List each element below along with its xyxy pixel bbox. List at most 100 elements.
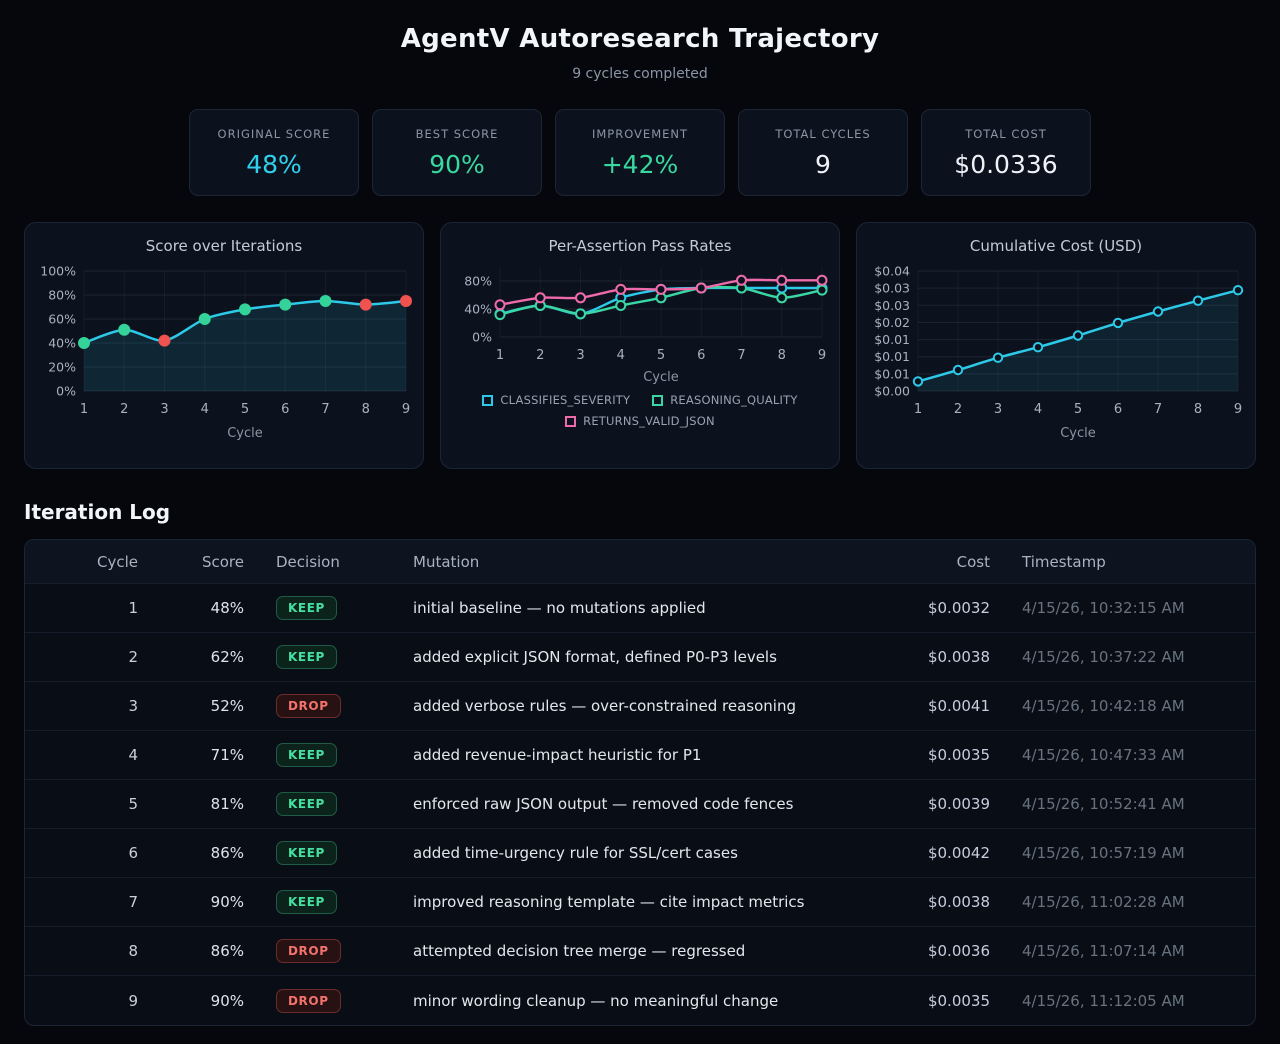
column-header-decision: Decision (276, 552, 340, 571)
page-header: AgentV Autoresearch Trajectory 9 cycles … (24, 24, 1256, 82)
mutation-cell: enforced raw JSON output — removed code … (413, 795, 794, 813)
cycle-cell: 3 (128, 697, 138, 715)
column-header-score: Score (201, 552, 244, 571)
x-tick-label: 7 (737, 348, 745, 363)
legend-item-RETURNS_VALID_JSON: RETURNS_VALID_JSON (565, 414, 715, 428)
page-title: AgentV Autoresearch Trajectory (400, 24, 880, 54)
y-tick-label: 80% (48, 288, 76, 303)
mutation-cell: added revenue-impact heuristic for P1 (413, 746, 702, 764)
y-tick-label: 80% (464, 274, 492, 289)
decision-cell: KEEP (244, 645, 413, 669)
table-header-row: Cycle Score Decision Mutation Cost Times… (25, 540, 1255, 584)
y-tick-label: 40% (464, 302, 492, 317)
y-tick-label: 0% (56, 384, 76, 399)
chart-title: Per-Assertion Pass Rates (548, 237, 732, 255)
cost-cell: $0.0041 (927, 697, 990, 715)
chart-card-pass-rates: Per-Assertion Pass Rates 1 2 3 4 5 6 7 8 9 0% 40% 8… (440, 222, 840, 469)
decision-badge: DROP (276, 939, 341, 963)
column-header-cost: Cost (956, 552, 990, 571)
legend-label: CLASSIFIES_SEVERITY (500, 393, 631, 407)
stat-label: TOTAL COST (965, 126, 1047, 141)
score-cell: 90% (210, 893, 244, 911)
legend-swatch-icon (652, 394, 664, 406)
data-point (992, 352, 1004, 363)
stat-label: TOTAL CYCLES (775, 126, 871, 141)
y-tick-label: 40% (48, 336, 76, 351)
data-point (615, 300, 627, 311)
x-tick-label: 2 (120, 402, 128, 417)
cost-cell: $0.0035 (927, 991, 990, 1010)
data-point (575, 308, 586, 320)
y-tick-label: 0% (472, 330, 492, 345)
x-tick-label: 1 (80, 402, 88, 417)
data-point (494, 299, 506, 311)
decision-badge: KEEP (276, 743, 337, 767)
score-cell: 62% (210, 648, 244, 666)
x-tick-label: 5 (1074, 402, 1082, 417)
y-tick-label: $0.01 (874, 366, 910, 381)
timestamp-cell: 4/15/26, 10:57:19 AM (1022, 844, 1185, 862)
chart-legend: CLASSIFIES_SEVERITY REASONING_QUALITY RETU… (460, 393, 820, 428)
cost-cell: $0.0036 (927, 942, 990, 960)
x-tick-label: 7 (1154, 402, 1162, 417)
stat-value: 9 (815, 149, 831, 179)
data-point (776, 274, 788, 286)
legend-swatch-icon (482, 394, 494, 406)
stat-value: +42% (601, 149, 679, 179)
y-tick-label: $0.02 (874, 315, 910, 330)
cost-cell: $0.0039 (927, 795, 990, 813)
timestamp-cell: 4/15/26, 10:42:18 AM (1022, 697, 1185, 715)
stat-card-total-cycles: TOTAL CYCLES 9 (738, 109, 908, 196)
cost-line-chart: 1 2 3 4 5 6 7 8 9 $0.00 $0.01 $0.01 $0.01 $0.02 $0.03 $… (874, 264, 1244, 441)
data-point (695, 282, 707, 294)
decision-cell: DROP (244, 694, 413, 718)
timestamp-cell: 4/15/26, 10:52:41 AM (1022, 795, 1185, 813)
data-point (400, 295, 412, 307)
x-tick-label: 5 (241, 402, 249, 417)
table-row: 2 62% KEEP added explicit JSON format, defi… (25, 633, 1255, 682)
score-line-chart: 1 2 3 4 5 6 7 8 9 0% 20% 40% 60% 80% 100% Cycle (40, 264, 412, 441)
timestamp-cell: 4/15/26, 11:07:14 AM (1022, 942, 1185, 960)
data-point (1232, 285, 1244, 296)
score-cell: 81% (210, 795, 244, 813)
legend-label: RETURNS_VALID_JSON (583, 414, 715, 428)
mutation-cell: attempted decision tree merge — regresse… (413, 942, 746, 960)
mutation-cell: minor wording cleanup — no meaningful ch… (413, 991, 779, 1010)
data-point (534, 292, 546, 304)
mutation-cell: added time-urgency rule for SSL/cert cas… (413, 844, 738, 862)
data-point (1112, 317, 1124, 329)
data-point (359, 298, 372, 311)
x-tick-label: 3 (160, 402, 168, 417)
cycle-cell: 9 (128, 991, 138, 1010)
pass-rates-line-chart: 1 2 3 4 5 6 7 8 9 0% 40% 80% Cycle (464, 267, 828, 385)
data-point (118, 323, 131, 336)
stat-label: IMPROVEMENT (591, 126, 689, 141)
score-cell: 52% (210, 697, 244, 715)
data-point (776, 292, 788, 304)
x-axis-title: Cycle (1060, 426, 1096, 441)
decision-badge: KEEP (276, 841, 337, 865)
timestamp-cell: 4/15/26, 11:02:28 AM (1022, 893, 1185, 911)
data-point (575, 292, 586, 304)
x-tick-label: 6 (281, 402, 289, 417)
cost-cell: $0.0038 (927, 648, 990, 666)
iteration-log-table: Cycle Score Decision Mutation Cost Times… (24, 539, 1256, 1026)
data-point (615, 283, 627, 295)
decision-badge: DROP (276, 988, 341, 1013)
stat-label: ORIGINAL SCORE (217, 126, 331, 141)
cycle-cell: 8 (128, 942, 138, 960)
chart-title: Cumulative Cost (USD) (969, 237, 1143, 255)
x-tick-label: 7 (321, 402, 329, 417)
x-tick-label: 9 (402, 402, 410, 417)
decision-badge: KEEP (276, 890, 337, 914)
score-cell: 48% (210, 599, 244, 617)
decision-cell: KEEP (244, 596, 413, 620)
x-tick-label: 2 (954, 402, 962, 417)
data-point (816, 284, 828, 296)
column-header-cycle: Cycle (97, 552, 138, 571)
legend-item-REASONING_QUALITY: REASONING_QUALITY (652, 393, 797, 407)
cycle-cell: 1 (128, 599, 138, 617)
table-body: 1 48% KEEP initial baseline — no mutations … (25, 584, 1255, 1025)
stat-value: 90% (429, 149, 485, 179)
stat-card-total-cost: TOTAL COST $0.0336 (921, 109, 1091, 196)
